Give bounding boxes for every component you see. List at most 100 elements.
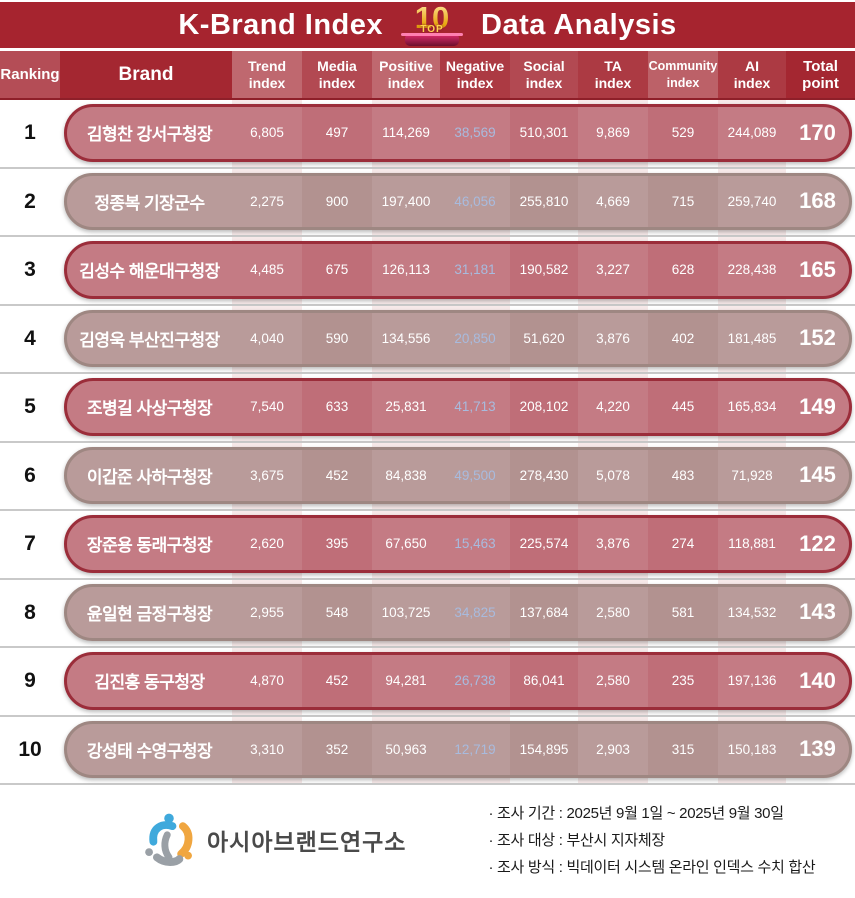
total-point-cell: 140 [786,655,849,707]
negative-index-cell: 41,713 [440,381,510,433]
negative-index-cell: 26,738 [440,655,510,707]
total-point-cell: 168 [786,175,849,227]
rank-cell: 4 [24,326,36,350]
positive-index-cell: 114,269 [372,107,440,159]
ta-index-cell: 2,903 [578,723,648,775]
column-header-label: index [248,74,286,91]
brand-name-cell: 김형찬 강서구청장 [67,107,232,159]
social-index-cell: 278,430 [519,467,569,483]
column-header-label: index [666,75,700,90]
top10-trophy-icon: 10 TOP [399,2,465,48]
total-point-cell: 139 [786,723,849,775]
survey-period: · 조사 기간 : 2025년 9월 1일 ~ 2025년 9월 30일 [488,804,784,822]
brand-pill: 김진홍 동구청장 4,870 452 94,281 26,738 86,041 … [64,652,852,710]
footer: 아시아브랜드연구소 · 조사 기간 : 2025년 9월 1일 ~ 2025년 … [0,785,855,895]
column-header-total: Total point [786,51,855,98]
table-row: 4 김영욱 부산진구청장 4,040 590 134,556 20,850 51… [0,305,855,374]
table-row: 6 이갑준 사하구청장 3,675 452 84,838 49,500 278,… [0,442,855,511]
badge-podium [401,33,464,46]
survey-method: · 조사 방식 : 빅데이터 시스템 온라인 인덱스 수치 합산 [488,858,816,876]
brand-pill: 김영욱 부산진구청장 4,040 590 134,556 20,850 51,6… [64,309,852,367]
brand-pill: 김형찬 강서구청장 6,805 497 114,269 38,569 510,3… [64,104,852,162]
title-bar: K-Brand Index 10 TOP Data Analysis [0,0,855,48]
social-index-cell: 86,041 [523,673,565,689]
column-header-label: index [387,74,425,91]
rank-cell: 9 [24,669,36,693]
ta-index-cell: 4,220 [578,381,648,433]
brand-pill: 강성태 수영구청장 3,310 352 50,963 12,719 154,89… [64,720,852,778]
column-header-label: Total [803,57,838,75]
brand-pill: 윤일현 금정구청장 2,955 548 103,725 34,825 137,6… [64,583,852,641]
table-row: 1 김형찬 강서구청장 6,805 497 114,269 38,569 510… [0,100,855,169]
column-header-rank: Ranking [0,51,60,98]
ai-index-cell: 71,928 [718,449,786,501]
brand-pill: 정종복 기장군수 2,275 900 197,400 46,056 255,81… [64,172,852,230]
total-point-cell: 152 [786,312,849,364]
column-header-label: Media [317,57,357,74]
trend-index-cell: 4,485 [232,244,302,296]
community-index-cell: 483 [671,467,695,483]
rank-cell: 7 [24,532,36,556]
column-header-ai: AI index [718,51,786,98]
ai-index-cell: 197,136 [718,655,786,707]
column-header-label: index [456,74,494,91]
trend-index-cell: 7,540 [232,381,302,433]
brand-name-cell: 이갑준 사하구청장 [67,449,232,501]
badge-number: 10 [399,2,465,33]
positive-index-cell: 134,556 [372,312,440,364]
ai-index-cell: 134,532 [718,586,786,638]
brand-name-cell: 김영욱 부산진구청장 [67,312,232,364]
negative-index-cell: 15,463 [440,518,510,570]
total-point-cell: 149 [786,381,849,433]
brand-name-cell: 김진홍 동구청장 [67,655,232,707]
brand-name-cell: 장준용 동래구청장 [67,518,232,570]
media-index-cell: 452 [325,467,349,483]
table-row: 3 김성수 해운대구청장 4,485 675 126,113 31,181 19… [0,237,855,306]
media-index-cell: 497 [325,125,349,141]
column-header-trend: Trend index [232,51,302,98]
column-header-label: Ranking [0,66,60,83]
rank-cell: 10 [18,737,42,761]
media-index-cell: 590 [325,330,349,346]
media-index-cell: 452 [325,673,349,689]
negative-index-cell: 49,500 [440,449,510,501]
community-index-cell: 402 [671,330,695,346]
column-header-label: Positive [379,57,433,74]
title-right: Data Analysis [481,8,677,41]
column-header-label: Social [523,57,565,74]
brand-pill: 김성수 해운대구청장 4,485 675 126,113 31,181 190,… [64,241,852,299]
media-index-cell: 548 [325,604,349,620]
community-index-cell: 715 [671,193,695,209]
brand-name-cell: 강성태 수영구청장 [67,723,232,775]
total-point-cell: 145 [786,449,849,501]
column-header-label: Brand [118,64,174,85]
social-index-cell: 225,574 [519,536,569,552]
ai-index-cell: 228,438 [718,244,786,296]
ta-index-cell: 2,580 [578,655,648,707]
ta-index-cell: 2,580 [578,586,648,638]
trend-index-cell: 3,310 [232,723,302,775]
column-header-label: index [318,74,356,91]
positive-index-cell: 94,281 [372,655,440,707]
ai-index-cell: 259,740 [718,175,786,227]
column-header-label: Trend [247,57,287,74]
rank-cell: 3 [24,258,36,282]
community-index-cell: 581 [671,604,695,620]
brand-pill: 장준용 동래구청장 2,620 395 67,650 15,463 225,57… [64,515,852,573]
media-index-cell: 633 [325,399,349,415]
asia-brand-lab-logo-icon [145,813,193,866]
social-index-cell: 208,102 [519,399,569,415]
rank-cell: 8 [24,600,36,624]
trend-index-cell: 2,620 [232,518,302,570]
social-index-cell: 510,301 [519,125,569,141]
community-index-cell: 445 [671,399,695,415]
rank-cell: 1 [24,121,36,145]
community-index-cell: 315 [671,741,695,757]
ta-index-cell: 9,869 [578,107,648,159]
rank-cell: 6 [24,463,36,487]
title-left: K-Brand Index [178,8,384,41]
social-index-cell: 255,810 [519,193,569,209]
ta-index-cell: 3,876 [578,312,648,364]
ai-index-cell: 118,881 [718,518,786,570]
table-row: 9 김진홍 동구청장 4,870 452 94,281 26,738 86,04… [0,648,855,717]
